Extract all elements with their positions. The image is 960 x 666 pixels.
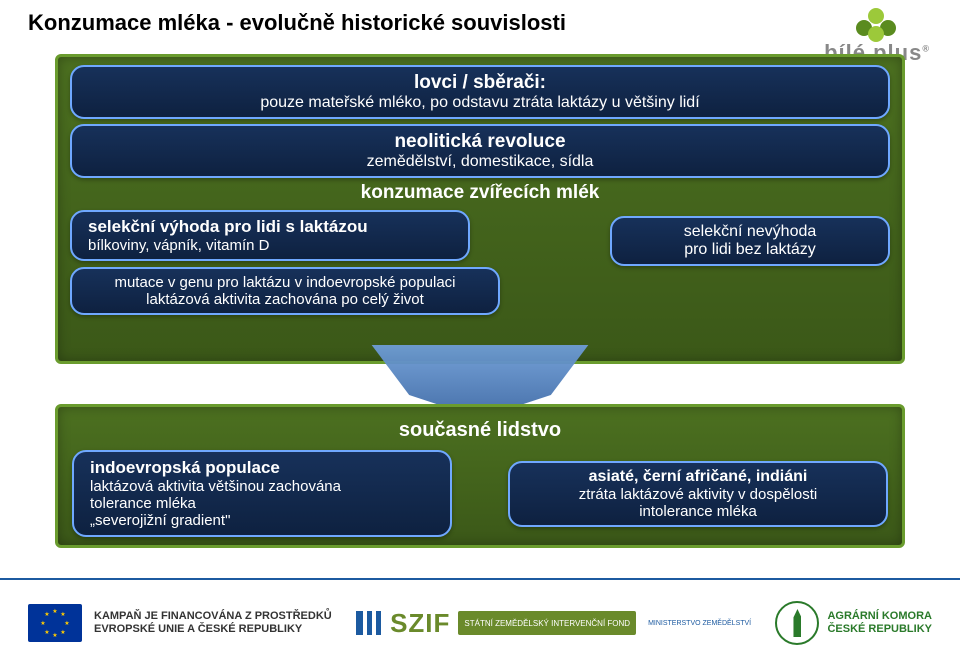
heading-soucasne-lidstvo: současné lidstvo bbox=[72, 417, 888, 442]
box-header: asiaté, černí afričané, indiáni bbox=[522, 468, 874, 486]
box-line: mutace v genu pro laktázu v indoevropské… bbox=[84, 274, 486, 291]
footer-caption-line: EVROPSKÉ UNIE A ČESKÉ REPUBLIKY bbox=[94, 623, 332, 636]
szif-label: SZIF bbox=[390, 608, 450, 639]
box-mutace: mutace v genu pro laktázu v indoevropské… bbox=[70, 267, 500, 315]
box-line: selekční nevýhoda bbox=[624, 223, 876, 241]
box-header: indoevropská populace bbox=[90, 458, 434, 478]
agro-text: AGRÁRNÍ KOMORA ČESKÉ REPUBLIKY bbox=[827, 610, 932, 635]
box-asiate: asiaté, černí afričané, indiáni ztráta l… bbox=[508, 461, 888, 527]
box-header: selekční výhoda pro lidi s laktázou bbox=[88, 217, 456, 237]
page-title: Konzumace mléka - evolučně historické so… bbox=[28, 10, 566, 36]
box-line: intolerance mléka bbox=[522, 503, 874, 520]
box-header: neolitická revoluce bbox=[84, 131, 876, 153]
footer-bar: ★ ★ ★ ★ ★ ★ ★ ★ KAMPAŇ JE FINANCOVÁNA Z … bbox=[0, 578, 960, 666]
box-subtext: zemědělství, domestikace, sídla bbox=[84, 153, 876, 171]
box-selekcni-vyhoda: selekční výhoda pro lidi s laktázou bílk… bbox=[70, 210, 470, 261]
box-subtext: pouze mateřské mléko, po odstavu ztráta … bbox=[84, 94, 876, 112]
clover-icon bbox=[850, 8, 904, 42]
mzp-label: MINISTERSTVO ZEMĚDĚLSTVÍ bbox=[648, 620, 751, 627]
agro-line: AGRÁRNÍ KOMORA bbox=[827, 610, 932, 623]
box-subtext: bílkoviny, vápník, vitamín D bbox=[88, 237, 456, 254]
box-selekcni-nevyhoda: selekční nevýhoda pro lidi bez laktázy bbox=[610, 216, 890, 266]
box-line: laktázová aktivita zachována po celý živ… bbox=[84, 291, 486, 308]
footer-caption-line: KAMPAŇ JE FINANCOVÁNA Z PROSTŘEDKŮ bbox=[94, 610, 332, 623]
box-header: lovci / sběrači: bbox=[84, 72, 876, 94]
panel-bottom: současné lidstvo indoevropská populace l… bbox=[55, 404, 905, 548]
box-line: ztráta laktázové aktivity v dospělosti bbox=[522, 486, 874, 503]
wheat-icon bbox=[775, 601, 819, 645]
szif-subtext: STÁTNÍ ZEMĚDĚLSKÝ INTERVENČNÍ FOND bbox=[458, 611, 636, 635]
box-line: pro lidi bez laktázy bbox=[624, 241, 876, 259]
footer-szif-block: SZIF STÁTNÍ ZEMĚDĚLSKÝ INTERVENČNÍ FOND … bbox=[356, 608, 751, 639]
footer-caption: KAMPAŇ JE FINANCOVÁNA Z PROSTŘEDKŮ EVROP… bbox=[94, 610, 332, 636]
box-lovci-sberaci: lovci / sběrači: pouze mateřské mléko, p… bbox=[70, 65, 890, 119]
box-indoevropska-populace: indoevropská populace laktázová aktivita… bbox=[72, 450, 452, 537]
box-line: laktázová aktivita většinou zachována bbox=[90, 478, 434, 495]
footer-eu-block: ★ ★ ★ ★ ★ ★ ★ ★ KAMPAŇ JE FINANCOVÁNA Z … bbox=[28, 604, 332, 642]
panel-top: lovci / sběrači: pouze mateřské mléko, p… bbox=[55, 54, 905, 364]
petal-icon bbox=[868, 26, 884, 42]
agro-line: ČESKÉ REPUBLIKY bbox=[827, 623, 932, 636]
box-line: „severojižní gradient" bbox=[90, 512, 434, 529]
box-neoliticka-revoluce: neolitická revoluce zemědělství, domesti… bbox=[70, 124, 890, 178]
footer-agro-block: AGRÁRNÍ KOMORA ČESKÉ REPUBLIKY bbox=[775, 601, 932, 645]
stripes-icon bbox=[356, 611, 382, 635]
box-line: tolerance mléka bbox=[90, 495, 434, 512]
eu-flag-icon: ★ ★ ★ ★ ★ ★ ★ ★ bbox=[28, 604, 82, 642]
heading-konzumace: konzumace zvířecích mlék bbox=[70, 182, 890, 204]
logo-reg: ® bbox=[922, 44, 930, 54]
